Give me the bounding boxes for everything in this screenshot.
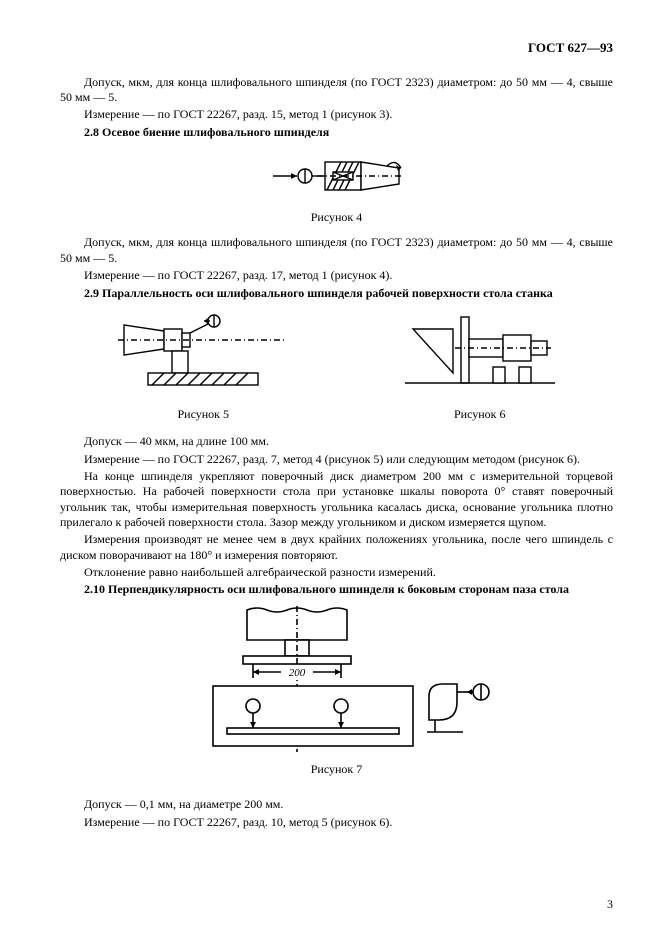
para-2-8-meas: Измерение — по ГОСТ 22267, разд. 17, мет… <box>60 268 613 283</box>
para-2-10-meas: Измерение — по ГОСТ 22267, разд. 10, мет… <box>60 815 613 830</box>
figure-5-caption: Рисунок 5 <box>177 407 229 422</box>
page-number: 3 <box>607 897 613 912</box>
para-2-9-method-1: На конце шпинделя укрепляют поверочный д… <box>60 469 613 530</box>
para-2-9-method-2: Измерения производят не менее чем в двух… <box>60 532 613 563</box>
para-2-7-tol: Допуск, мкм, для конца шлифовального шпи… <box>60 75 613 106</box>
para-2-9-dev: Отклонение равно наибольшей алгебраическ… <box>60 565 613 580</box>
figures-5-6-row: Рисунок 5 <box>60 311 613 432</box>
heading-2-10: 2.10 Перпендикулярность оси шлифовальног… <box>60 582 613 597</box>
figure-5-svg <box>118 311 288 397</box>
figure-7-caption: Рисунок 7 <box>60 762 613 777</box>
para-2-9-tol: Допуск — 40 мкм, на длине 100 мм. <box>60 434 613 449</box>
heading-2-9: 2.9 Параллельность оси шлифовального шпи… <box>60 286 613 301</box>
figure-4-svg <box>267 148 407 204</box>
figure-4-caption: Рисунок 4 <box>60 210 613 225</box>
heading-2-8: 2.8 Осевое биение шлифовального шпинделя <box>60 125 613 140</box>
figure-6-col: Рисунок 6 <box>405 311 555 432</box>
figure-5-col: Рисунок 5 <box>118 311 288 432</box>
para-2-8-tol: Допуск, мкм, для конца шлифовального шпи… <box>60 235 613 266</box>
figure-6-caption: Рисунок 6 <box>454 407 506 422</box>
para-2-7-meas: Измерение — по ГОСТ 22267, разд. 15, мет… <box>60 107 613 122</box>
figure-7-svg: 200 <box>177 606 497 756</box>
figure-6-svg <box>405 311 555 397</box>
dim-200: 200 <box>288 667 305 679</box>
doc-header: ГОСТ 627—93 <box>60 40 613 57</box>
para-2-10-tol: Допуск — 0,1 мм, на диаметре 200 мм. <box>60 797 613 812</box>
figure-4-wrap <box>60 148 613 204</box>
para-2-9-meas: Измерение — по ГОСТ 22267, разд. 7, мето… <box>60 452 613 467</box>
figure-7-wrap: 200 <box>60 606 613 756</box>
page: ГОСТ 627—93 Допуск, мкм, для конца шлифо… <box>0 0 661 936</box>
